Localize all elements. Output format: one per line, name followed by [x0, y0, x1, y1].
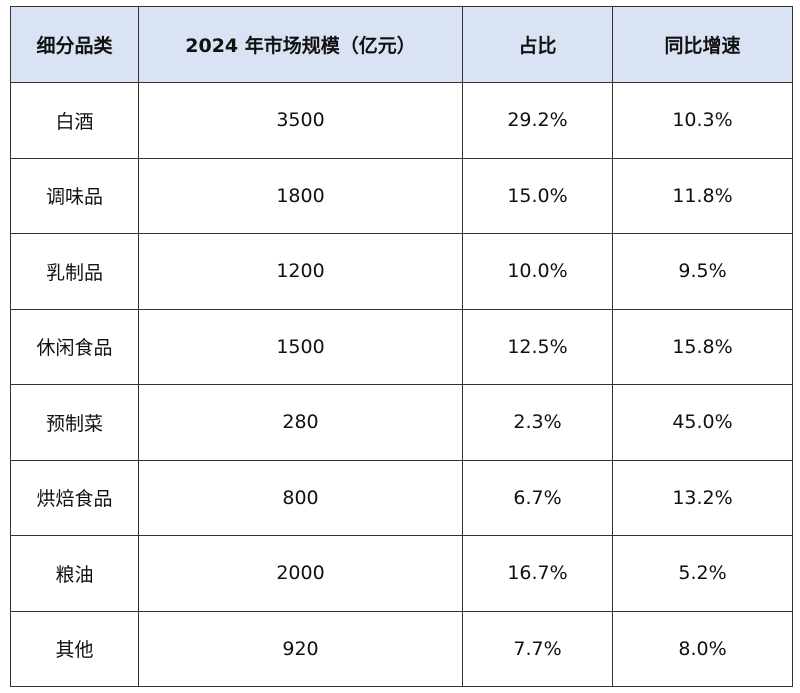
- cell-share: 15.0%: [462, 157, 613, 234]
- cell-share: 16.7%: [462, 535, 613, 612]
- cell-growth: 15.8%: [612, 308, 793, 385]
- header-growth: 同比增速: [612, 6, 793, 83]
- header-share: 占比: [462, 6, 613, 83]
- cell-category: 调味品: [10, 157, 139, 234]
- cell-growth: 8.0%: [612, 610, 793, 687]
- cell-growth: 9.5%: [612, 233, 793, 310]
- cell-market-size: 280: [138, 384, 463, 461]
- cell-market-size: 1800: [138, 157, 463, 234]
- cell-market-size: 800: [138, 459, 463, 536]
- cell-growth: 13.2%: [612, 459, 793, 536]
- cell-growth: 11.8%: [612, 157, 793, 234]
- cell-share: 29.2%: [462, 82, 613, 159]
- cell-market-size: 3500: [138, 82, 463, 159]
- cell-growth: 45.0%: [612, 384, 793, 461]
- cell-category: 烘焙食品: [10, 459, 139, 536]
- cell-share: 12.5%: [462, 308, 613, 385]
- header-market-size: 2024 年市场规模（亿元）: [138, 6, 463, 83]
- table-row: 乳制品 1200 10.0% 9.5%: [10, 233, 793, 310]
- cell-market-size: 1200: [138, 233, 463, 310]
- table-row: 白酒 3500 29.2% 10.3%: [10, 82, 793, 159]
- header-row: 细分品类 2024 年市场规模（亿元） 占比 同比增速: [10, 6, 793, 83]
- cell-share: 2.3%: [462, 384, 613, 461]
- table-row: 其他 920 7.7% 8.0%: [10, 610, 793, 687]
- cell-market-size: 1500: [138, 308, 463, 385]
- cell-growth: 10.3%: [612, 82, 793, 159]
- table-row: 预制菜 280 2.3% 45.0%: [10, 384, 793, 461]
- cell-category: 粮油: [10, 535, 139, 612]
- cell-category: 其他: [10, 610, 139, 687]
- cell-category: 休闲食品: [10, 308, 139, 385]
- cell-category: 预制菜: [10, 384, 139, 461]
- cell-share: 10.0%: [462, 233, 613, 310]
- cell-share: 6.7%: [462, 459, 613, 536]
- table-row: 调味品 1800 15.0% 11.8%: [10, 157, 793, 234]
- table-row: 粮油 2000 16.7% 5.2%: [10, 535, 793, 612]
- cell-category: 乳制品: [10, 233, 139, 310]
- cell-growth: 5.2%: [612, 535, 793, 612]
- table-row: 烘焙食品 800 6.7% 13.2%: [10, 459, 793, 536]
- cell-share: 7.7%: [462, 610, 613, 687]
- header-category: 细分品类: [10, 6, 139, 83]
- table-row: 休闲食品 1500 12.5% 15.8%: [10, 308, 793, 385]
- cell-category: 白酒: [10, 82, 139, 159]
- market-table: 细分品类 2024 年市场规模（亿元） 占比 同比增速 白酒 3500 29.2% 1…: [10, 6, 793, 687]
- cell-market-size: 920: [138, 610, 463, 687]
- cell-market-size: 2000: [138, 535, 463, 612]
